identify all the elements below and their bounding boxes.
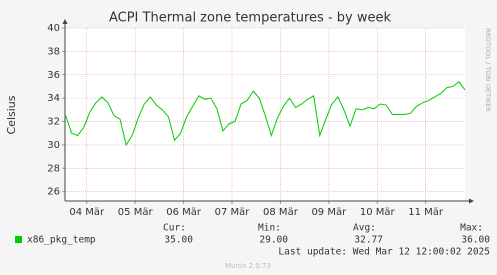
x-tick-label: 07 Mär (215, 207, 251, 218)
stat-value: 32.77 (354, 235, 383, 246)
y-axis-label: Celsius (5, 95, 18, 134)
y-tick-label: 32 (47, 117, 60, 128)
series-line (65, 81, 466, 147)
stat-header: Cur: (163, 223, 186, 234)
stat-header: Avg: (353, 223, 376, 234)
y-tick-label: 30 (47, 140, 60, 151)
stat-value: 29.00 (259, 235, 288, 246)
x-tick-label: 10 Mär (360, 207, 396, 218)
footer: Munin 2.0.73 (225, 262, 271, 270)
x-tick-label: 09 Mär (311, 207, 347, 218)
chart-title: ACPI Thermal zone temperatures - by week (109, 11, 392, 26)
x-tick-label: 06 Mär (166, 207, 202, 218)
x-tick-label: 04 Mär (69, 207, 105, 218)
x-tick-label: 08 Mär (263, 207, 299, 218)
stat-header: Max: (460, 223, 483, 234)
axis-arrow (62, 19, 68, 24)
y-tick-label: 40 (47, 23, 60, 34)
stat-header: Min: (258, 223, 281, 234)
stat-value: 36.00 (461, 235, 490, 246)
y-tick-label: 26 (47, 187, 60, 198)
y-tick-label: 28 (47, 163, 60, 174)
y-tick-label: 38 (47, 46, 60, 57)
axis-arrow (469, 198, 474, 204)
last-update: Last update: Wed Mar 12 12:00:02 2025 (278, 247, 490, 258)
side-text: RRDTOOL / TOBI OETIKER (484, 28, 492, 112)
x-tick-label: 11 Mär (408, 207, 444, 218)
legend-label: x86_pkg_temp (27, 235, 96, 246)
stat-value: 35.00 (164, 235, 193, 246)
y-tick-label: 34 (47, 93, 60, 104)
legend-swatch (15, 236, 22, 243)
y-tick-label: 36 (47, 70, 60, 81)
x-tick-label: 05 Mär (118, 207, 154, 218)
